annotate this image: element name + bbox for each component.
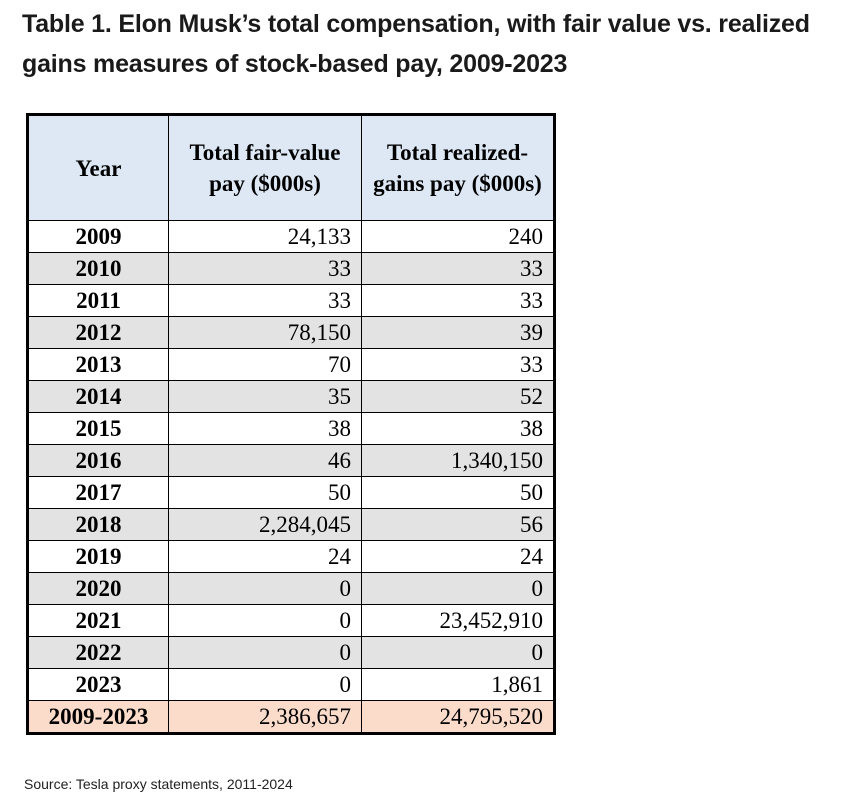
realized-gains-cell: 0 (361, 572, 555, 605)
table-title: Table 1. Elon Musk’s total compensation,… (22, 10, 810, 78)
year-cell: 2016 (27, 444, 169, 477)
total-realized-gains-cell: 24,795,520 (361, 700, 555, 734)
table-row: 2011 33 33 (27, 284, 555, 317)
realized-gains-cell: 33 (361, 284, 555, 317)
fair-value-cell: 24,133 (168, 220, 362, 253)
table-row: 2022 0 0 (27, 636, 555, 669)
realized-gains-cell: 24 (361, 540, 555, 573)
table-row: 2023 0 1,861 (27, 668, 555, 701)
fair-value-cell: 35 (168, 380, 362, 413)
year-cell: 2021 (27, 604, 169, 637)
realized-gains-cell: 52 (361, 380, 555, 413)
compensation-table: Year Total fair-value pay ($000s) Total … (26, 113, 556, 735)
table-row: 2015 38 38 (27, 412, 555, 445)
table-row: 2016 46 1,340,150 (27, 444, 555, 477)
fair-value-cell: 78,150 (168, 316, 362, 349)
table-row: 2013 70 33 (27, 348, 555, 381)
year-cell: 2009 (27, 220, 169, 253)
table-row: 2010 33 33 (27, 252, 555, 285)
table-header-row: Year Total fair-value pay ($000s) Total … (27, 114, 555, 221)
realized-gains-cell: 56 (361, 508, 555, 541)
table-row: 2020 0 0 (27, 572, 555, 605)
compensation-table-container: Year Total fair-value pay ($000s) Total … (26, 113, 556, 735)
year-cell: 2012 (27, 316, 169, 349)
table-row: 2009 24,133 240 (27, 220, 555, 253)
year-cell: 2011 (27, 284, 169, 317)
total-fair-value-cell: 2,386,657 (168, 700, 362, 734)
table-row: 2012 78,150 39 (27, 316, 555, 349)
year-cell: 2023 (27, 668, 169, 701)
year-cell: 2018 (27, 508, 169, 541)
table-row: 2014 35 52 (27, 380, 555, 413)
fair-value-cell: 2,284,045 (168, 508, 362, 541)
realized-gains-cell: 33 (361, 252, 555, 285)
fair-value-cell: 33 (168, 252, 362, 285)
total-year-cell: 2009-2023 (27, 700, 169, 734)
fair-value-cell: 50 (168, 476, 362, 509)
fair-value-cell: 0 (168, 668, 362, 701)
year-cell: 2020 (27, 572, 169, 605)
year-cell: 2014 (27, 380, 169, 413)
table-row: 2021 0 23,452,910 (27, 604, 555, 637)
fair-value-cell: 70 (168, 348, 362, 381)
year-cell: 2015 (27, 412, 169, 445)
fair-value-cell: 38 (168, 412, 362, 445)
realized-gains-cell: 1,340,150 (361, 444, 555, 477)
header-year: Year (27, 114, 169, 221)
fair-value-cell: 24 (168, 540, 362, 573)
realized-gains-cell: 38 (361, 412, 555, 445)
year-cell: 2019 (27, 540, 169, 573)
fair-value-cell: 46 (168, 444, 362, 477)
header-fair-value-pay: Total fair-value pay ($000s) (168, 114, 362, 221)
year-cell: 2017 (27, 476, 169, 509)
realized-gains-cell: 240 (361, 220, 555, 253)
header-realized-gains-pay: Total realized-gains pay ($000s) (361, 114, 555, 221)
realized-gains-cell: 1,861 (361, 668, 555, 701)
total-row: 2009-2023 2,386,657 24,795,520 (27, 700, 555, 734)
table-row: 2019 24 24 (27, 540, 555, 573)
year-cell: 2010 (27, 252, 169, 285)
realized-gains-cell: 23,452,910 (361, 604, 555, 637)
table-row: 2017 50 50 (27, 476, 555, 509)
year-cell: 2022 (27, 636, 169, 669)
fair-value-cell: 0 (168, 604, 362, 637)
fair-value-cell: 33 (168, 284, 362, 317)
fair-value-cell: 0 (168, 572, 362, 605)
realized-gains-cell: 33 (361, 348, 555, 381)
realized-gains-cell: 0 (361, 636, 555, 669)
source-note: Source: Tesla proxy statements, 2011-202… (24, 776, 293, 792)
realized-gains-cell: 50 (361, 476, 555, 509)
fair-value-cell: 0 (168, 636, 362, 669)
table-body: 2009 24,133 240 2010 33 33 2011 33 33 2012 78,150 3… (27, 220, 555, 734)
year-cell: 2013 (27, 348, 169, 381)
realized-gains-cell: 39 (361, 316, 555, 349)
table-row: 2018 2,284,045 56 (27, 508, 555, 541)
